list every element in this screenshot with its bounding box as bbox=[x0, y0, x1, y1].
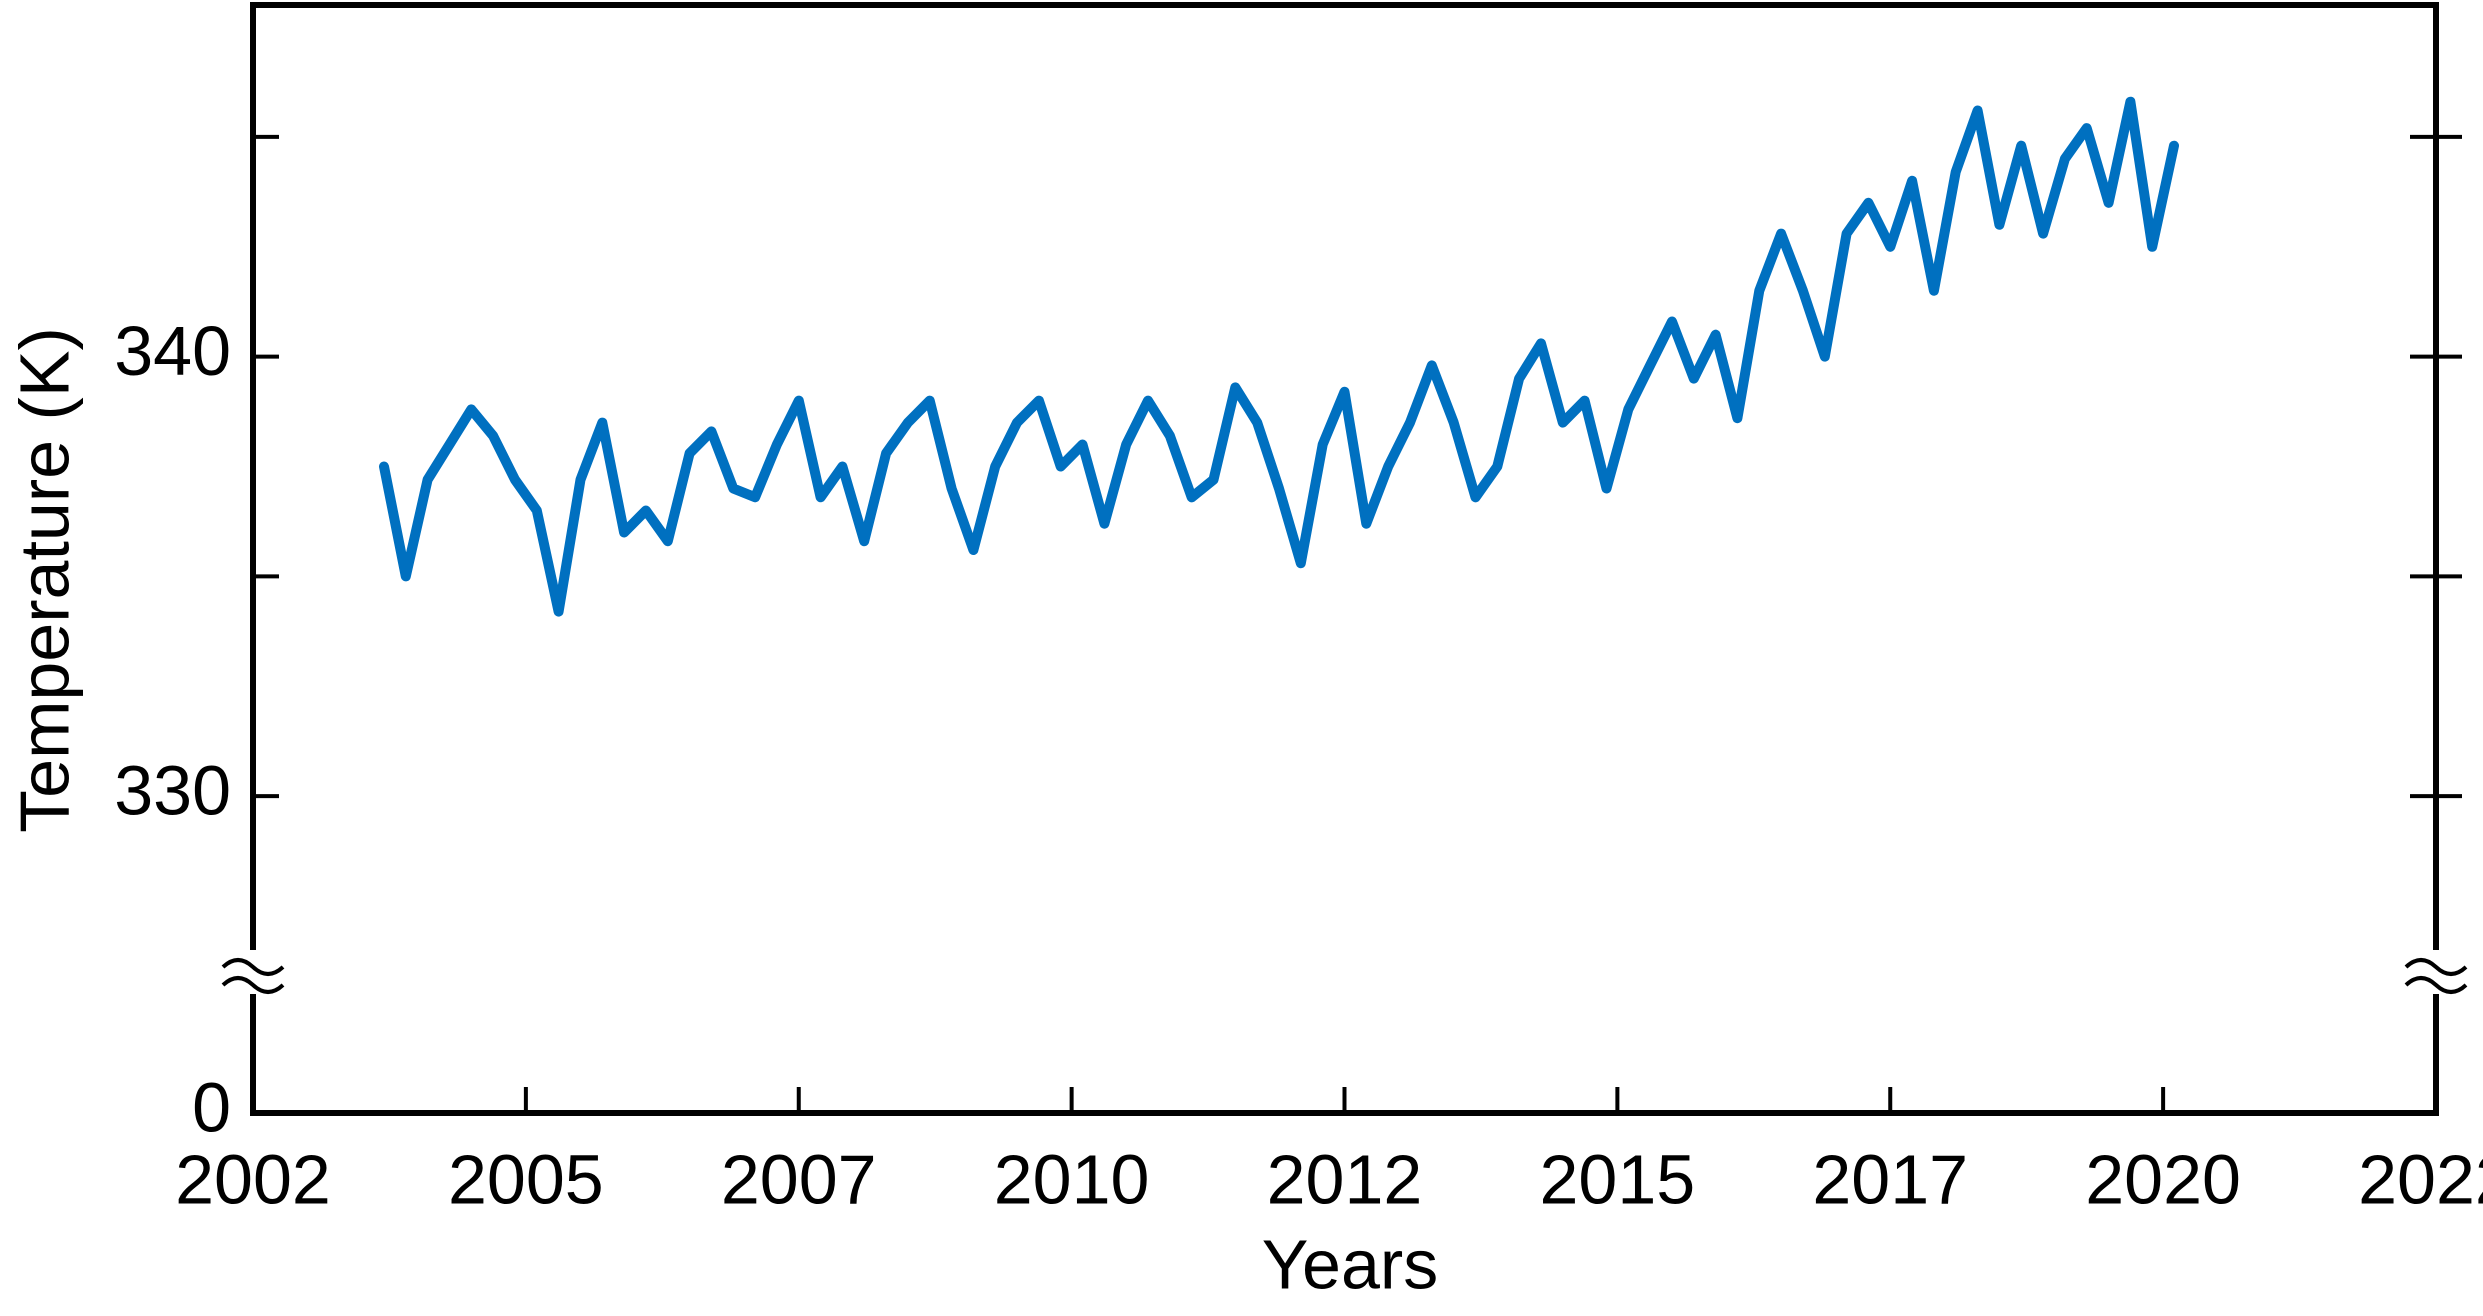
axis-break bbox=[221, 958, 285, 976]
x-tick-label: 2007 bbox=[721, 1140, 877, 1218]
axis-break bbox=[221, 976, 285, 994]
x-tick-label: 2022 bbox=[2358, 1140, 2483, 1218]
y-axis-title: Temperature (K) bbox=[5, 327, 83, 833]
x-axis-title: Years bbox=[1262, 1225, 1438, 1303]
y-tick-label: 340 bbox=[114, 312, 231, 390]
x-tick-label: 2015 bbox=[1540, 1140, 1696, 1218]
y-tick-label: 330 bbox=[114, 752, 231, 830]
x-tick-label: 2005 bbox=[448, 1140, 604, 1218]
x-tick-label: 2002 bbox=[175, 1140, 331, 1218]
x-tick-label: 2020 bbox=[2085, 1140, 2241, 1218]
x-tick-label: 2012 bbox=[1267, 1140, 1423, 1218]
axis-break bbox=[2404, 976, 2468, 994]
x-tick-label: 2010 bbox=[994, 1140, 1150, 1218]
data-line bbox=[379, 96, 2179, 617]
axis-frame bbox=[250, 2, 2439, 1116]
x-tick-label: 2017 bbox=[1812, 1140, 1968, 1218]
y-tick-label: 0 bbox=[192, 1068, 231, 1146]
axis-break bbox=[2404, 958, 2468, 976]
